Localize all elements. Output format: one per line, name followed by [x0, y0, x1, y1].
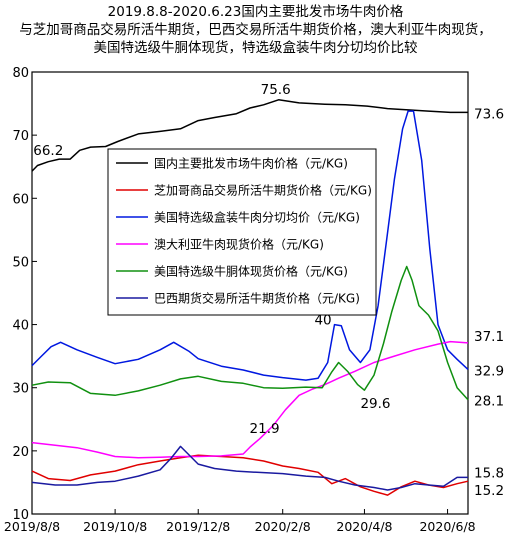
data-label: 73.6 [474, 106, 504, 122]
y-tick-label: 50 [12, 255, 29, 270]
legend-label-1: 国内主要批发市场牛肉价格（元/KG) [154, 156, 348, 171]
y-tick-label: 30 [12, 382, 29, 397]
chart-title-line-1: 2019.8.8-2020.6.23国内主要批发市场牛肉价格 [107, 4, 404, 20]
y-tick-label: 20 [12, 445, 29, 460]
legend-label-2: 芝加哥商品交易所活牛期货价格（元/KG) [154, 183, 372, 198]
legend-box [107, 148, 377, 316]
data-label: 32.9 [474, 363, 504, 379]
data-label: 66.2 [33, 143, 63, 159]
series-line-4 [31, 340, 469, 459]
x-tick-label: 2020/2/8 [255, 519, 311, 534]
data-label: 15.8 [474, 465, 504, 481]
data-label: 29.6 [360, 396, 390, 412]
x-tick-label: 2019/8/8 [4, 519, 60, 534]
plot-frame [31, 71, 469, 515]
legend-label-5: 美国特选级牛胴体现货价格（元/KG) [154, 264, 348, 279]
data-label: 15.2 [474, 483, 504, 499]
series-line-2 [31, 454, 469, 496]
chart-title-line-3: 美国特选级牛胴体现货，特选级盒装牛肉分切均价比较 [93, 40, 418, 56]
chart-title-line-2: 与芝加哥商品交易所活牛期货，巴西交易所活牛期货价格，澳大利亚牛肉现货， [19, 22, 492, 38]
data-label: 21.9 [250, 421, 280, 437]
legend-label-6: 巴西期货交易所活牛期货价格（元/KG) [154, 291, 360, 306]
y-tick-label: 60 [12, 192, 29, 207]
data-label: 37.1 [474, 329, 504, 345]
data-label: 75.6 [261, 82, 291, 98]
series-line-3 [31, 110, 469, 381]
y-tick-label: 10 [12, 508, 29, 523]
series-line-1 [31, 99, 468, 172]
x-tick-label: 2020/6/8 [419, 519, 475, 534]
y-tick-label: 70 [12, 129, 29, 144]
x-tick-label: 2019/10/8 [83, 519, 147, 534]
data-label: 40 [314, 313, 331, 329]
data-label: 28.1 [474, 394, 504, 410]
series-line-5 [31, 265, 469, 401]
legend-label-3: 美国特选级盒装牛肉分切均价（元/KG) [154, 210, 360, 225]
legend-label-4: 澳大利亚牛肉现货价格（元/KG) [154, 237, 324, 252]
x-tick-label: 2020/4/8 [336, 519, 392, 534]
series-line-6 [31, 445, 468, 491]
x-tick-label: 2019/12/8 [166, 519, 230, 534]
y-tick-label: 40 [12, 319, 29, 334]
y-tick-label: 80 [12, 66, 29, 81]
